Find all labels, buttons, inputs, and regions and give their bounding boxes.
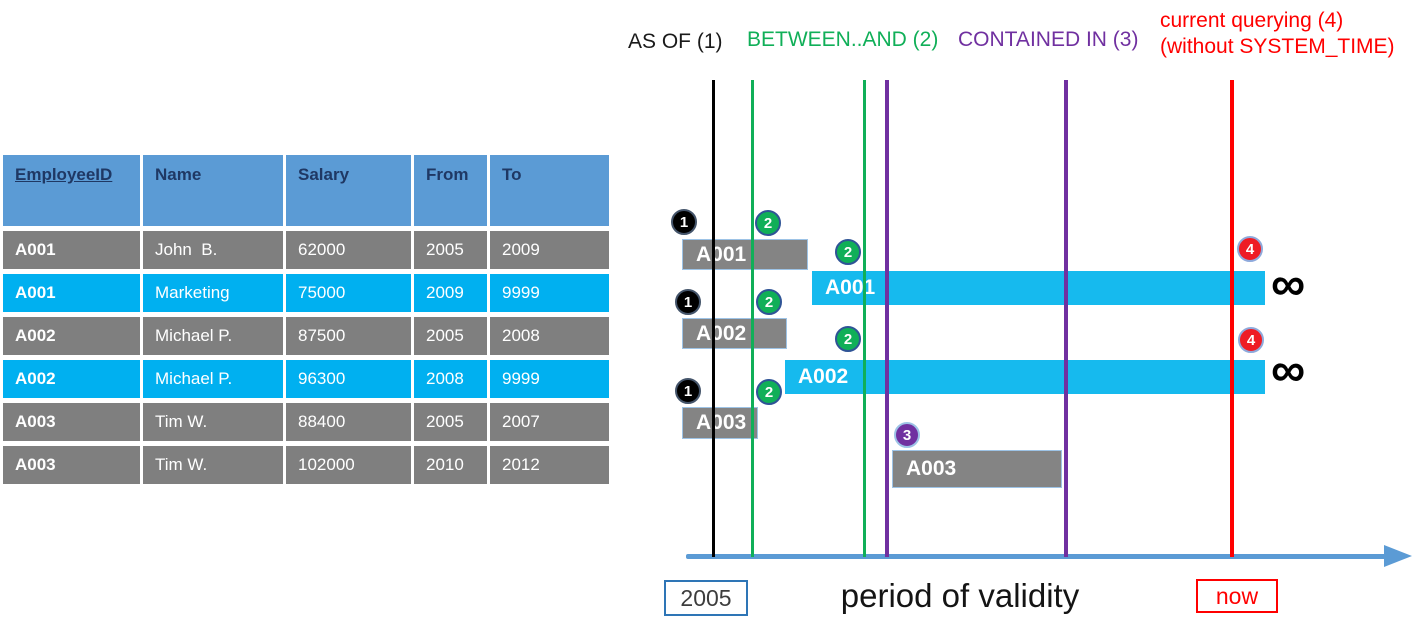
table-header-cell: To (490, 155, 609, 226)
table-cell: A001 (3, 274, 140, 312)
table-header-row: EmployeeID Name Salary From To (3, 155, 609, 226)
validity-bar-a002-cyan: A002 (785, 360, 1265, 394)
table-cell: 96300 (286, 360, 411, 398)
table-header-cell: Salary (286, 155, 411, 226)
table-cell: 2005 (414, 317, 487, 355)
validity-bar-a003-gray: A003 (682, 407, 758, 439)
table-cell: 2005 (414, 231, 487, 269)
badge-2-icon: 2 (755, 210, 781, 236)
validity-bar-a002-gray: A002 (682, 318, 787, 349)
period-of-validity-label: period of validity (840, 577, 1080, 614)
table-cell: Marketing (143, 274, 283, 312)
validity-bar-a001-cyan: A001 (812, 271, 1265, 305)
table-header-cell: EmployeeID (3, 155, 140, 226)
table-cell: 102000 (286, 446, 411, 484)
validity-bar-a003-gray: A003 (892, 450, 1062, 488)
table-cell: 2009 (490, 231, 609, 269)
table-cell: 2005 (414, 403, 487, 441)
table-cell: 75000 (286, 274, 411, 312)
legend-between-and: BETWEEN..AND (2) (747, 28, 939, 51)
table-row: A002 Michael P. 87500 2005 2008 (3, 317, 609, 355)
table-cell: A003 (3, 403, 140, 441)
contained-start-line (885, 80, 889, 557)
table-cell: A002 (3, 360, 140, 398)
table-cell: 2008 (414, 360, 487, 398)
table-row: A001 Marketing 75000 2009 9999 (3, 274, 609, 312)
table-cell: A003 (3, 446, 140, 484)
table-row: A002 Michael P. 96300 2008 9999 (3, 360, 609, 398)
table-cell: Tim W. (143, 446, 283, 484)
badge-2-icon: 2 (835, 326, 861, 352)
table-cell: A002 (3, 317, 140, 355)
table-cell: A001 (3, 231, 140, 269)
badge-2-icon: 2 (756, 379, 782, 405)
table-cell: 9999 (490, 360, 609, 398)
badge-4-icon: 4 (1237, 236, 1263, 262)
legend-current-querying-line1: current querying (4) (1160, 9, 1344, 32)
table-header-cell: Name (143, 155, 283, 226)
badge-1-icon: 1 (675, 289, 701, 315)
table-header-cell: From (414, 155, 487, 226)
legend-current-querying: current querying (4) (without SYSTEM_TIM… (1160, 8, 1395, 60)
table-row: A003 Tim W. 88400 2005 2007 (3, 403, 609, 441)
table-row: A003 Tim W. 102000 2010 2012 (3, 446, 609, 484)
time-axis-arrowhead-icon (1384, 545, 1412, 567)
legend-as-of: AS OF (1) (628, 30, 723, 53)
badge-4-icon: 4 (1238, 327, 1264, 353)
table-cell: Michael P. (143, 317, 283, 355)
badge-1-icon: 1 (671, 209, 697, 235)
badge-3-icon: 3 (894, 422, 920, 448)
legend-contained-in: CONTAINED IN (3) (958, 28, 1139, 51)
badge-1-icon: 1 (675, 378, 701, 404)
table-cell: 87500 (286, 317, 411, 355)
badge-2-icon: 2 (756, 289, 782, 315)
between-start-line (751, 80, 754, 557)
axis-start-year-box: 2005 (664, 580, 748, 616)
badge-2-icon: 2 (835, 239, 861, 265)
between-end-line (863, 80, 866, 557)
axis-now-box: now (1196, 579, 1278, 613)
contained-end-line (1064, 80, 1068, 557)
table-cell: Tim W. (143, 403, 283, 441)
table-cell: 9999 (490, 274, 609, 312)
table-row: A001 John B. 62000 2005 2009 (3, 231, 609, 269)
table-cell: Michael P. (143, 360, 283, 398)
infinity-icon: ∞ (1271, 344, 1306, 397)
table-cell: 88400 (286, 403, 411, 441)
table-body: A001 John B. 62000 2005 2009 A001 Marketing 750… (3, 231, 609, 484)
table-cell: 2009 (414, 274, 487, 312)
table-cell: 2008 (490, 317, 609, 355)
infinity-icon: ∞ (1271, 258, 1306, 311)
table-cell: John B. (143, 231, 283, 269)
now-line (1230, 80, 1234, 557)
time-axis-line (686, 554, 1386, 559)
as-of-line (712, 80, 715, 557)
validity-bar-a001-gray: A001 (682, 239, 808, 270)
legend-current-querying-line2: (without SYSTEM_TIME) (1160, 35, 1395, 58)
employee-table: EmployeeID Name Salary From To A001 John B. 62… (3, 155, 609, 489)
table-cell: 2012 (490, 446, 609, 484)
table-cell: 2007 (490, 403, 609, 441)
table-cell: 2010 (414, 446, 487, 484)
table-cell: 62000 (286, 231, 411, 269)
